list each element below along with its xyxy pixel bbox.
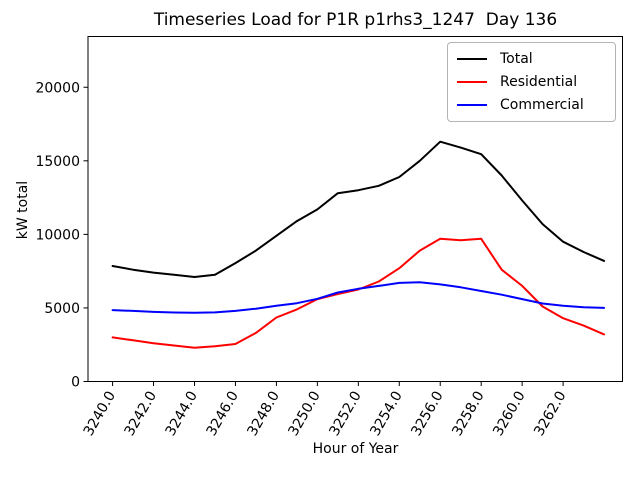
x-tick-label: 3256.0 (408, 389, 446, 439)
x-tick-label: 3240.0 (81, 389, 119, 439)
commercial-series-line (111, 281, 606, 314)
y-tick-label: 10000 (35, 227, 80, 243)
total-series-line (111, 140, 606, 278)
total-line-swatch (457, 57, 487, 60)
chart-title: Timeseries Load for P1R p1rhs3_1247 Day … (153, 10, 558, 30)
legend-label-total: Total (500, 50, 533, 67)
legend: Total Residential Commercial (447, 42, 616, 122)
legend-entry-residential: Residential (448, 70, 615, 93)
legend-entry-commercial: Commercial (448, 93, 615, 116)
legend-label-residential: Residential (500, 73, 578, 90)
x-tick-label: 3248.0 (245, 389, 283, 439)
axes-frame (87, 36, 623, 382)
x-tick-label: 3246.0 (204, 389, 242, 439)
y-tick-label: 15000 (35, 154, 80, 170)
x-tick-label: 3260.0 (490, 389, 528, 439)
x-tick-label: 3262.0 (531, 389, 569, 439)
x-tick-label: 3252.0 (326, 389, 364, 439)
commercial-line-swatch (457, 103, 487, 106)
y-tick-label: 5000 (44, 301, 80, 317)
residential-series-line (111, 237, 606, 349)
x-axis-label: Hour of Year (312, 441, 399, 457)
x-tick-label: 3242.0 (122, 389, 160, 439)
y-tick-label: 20000 (35, 80, 80, 96)
x-tick-label: 3244.0 (163, 389, 201, 439)
y-tick-label: 0 (71, 375, 80, 391)
residential-line-swatch (457, 80, 487, 83)
legend-label-commercial: Commercial (500, 96, 584, 113)
x-tick-label: 3250.0 (285, 389, 323, 439)
legend-entry-total: Total (448, 47, 615, 70)
x-tick-label: 3258.0 (449, 389, 487, 439)
x-tick-label: 3254.0 (367, 389, 405, 439)
